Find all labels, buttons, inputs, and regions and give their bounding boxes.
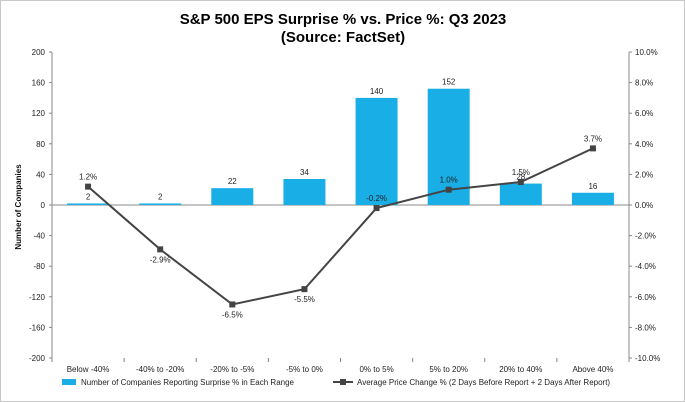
bar-value-label: 34 <box>300 168 309 177</box>
legend-line-marker <box>340 379 346 385</box>
line-value-label: 3.7% <box>584 134 602 143</box>
right-tick-label: -10.0% <box>635 354 660 363</box>
bar <box>571 192 614 205</box>
left-tick-label: 80 <box>36 140 45 149</box>
right-tick-label: -2.0% <box>635 232 656 241</box>
left-tick-label: 0 <box>41 201 46 210</box>
data-labels: 2 2223414015228161.2%-2.9%-6.5%-5.5%-0.2%… <box>79 78 602 320</box>
line-value-label: 1.2% <box>79 173 97 182</box>
left-tick-label: -200 <box>29 354 46 363</box>
left-tick-label: -120 <box>29 293 46 302</box>
right-tick-label: 10.0% <box>635 48 658 57</box>
bar <box>499 183 542 205</box>
price-change-marker <box>229 301 236 308</box>
right-tick-label: 6.0% <box>635 109 653 118</box>
bar <box>211 188 254 205</box>
line-value-label: -0.2% <box>366 194 387 203</box>
category-label: -20% to -5% <box>210 365 254 374</box>
line-value-label: 1.0% <box>440 176 458 185</box>
left-tick-label: -80 <box>33 262 45 271</box>
bar-value-label: 2 <box>86 192 91 201</box>
left-tick-label: 40 <box>36 170 45 179</box>
price-change-marker <box>85 183 92 190</box>
chart-title: S&P 500 EPS Surprise % vs. Price %: Q3 2… <box>180 11 507 28</box>
left-tick-label: 160 <box>32 79 46 88</box>
right-tick-label: -4.0% <box>635 262 656 271</box>
bar <box>283 178 326 205</box>
y-axis-label: Number of Companies <box>14 164 23 250</box>
right-tick-label: 0.0% <box>635 201 653 210</box>
legend-bar-swatch <box>62 379 76 385</box>
bar <box>67 203 110 205</box>
category-label: -5% to 0% <box>286 365 323 374</box>
right-tick-label: 4.0% <box>635 140 653 149</box>
bar-value-label: 140 <box>370 87 384 96</box>
right-tick-label: 2.0% <box>635 170 653 179</box>
right-tick-label: 8.0% <box>635 79 653 88</box>
chart-subtitle: (Source: FactSet) <box>281 29 405 46</box>
legend-line-label: Average Price Change % (2 Days Before Re… <box>357 378 610 387</box>
category-label: Above 40% <box>572 365 613 374</box>
bar-series <box>67 88 614 205</box>
price-change-marker <box>157 246 164 253</box>
price-change-marker <box>301 286 308 293</box>
bar-value-label: 16 <box>588 182 597 191</box>
category-label: 5% to 20% <box>429 365 468 374</box>
category-label: 20% to 40% <box>499 365 542 374</box>
legend: Number of Companies Reporting Surprise %… <box>62 378 610 387</box>
right-tick-label: -8.0% <box>635 323 656 332</box>
line-value-label: -6.5% <box>222 310 243 319</box>
left-tick-label: 120 <box>32 109 46 118</box>
left-tick-label: 200 <box>32 48 46 57</box>
left-tick-label: -40 <box>33 232 45 241</box>
bar <box>427 88 470 205</box>
legend-bar-label: Number of Companies Reporting Surprise %… <box>81 378 295 387</box>
price-change-marker <box>589 145 596 152</box>
line-series <box>85 145 596 308</box>
category-label: 0% to 5% <box>359 365 393 374</box>
line-value-label: -5.5% <box>294 295 315 304</box>
category-label: Below -40% <box>67 365 110 374</box>
bar <box>355 97 398 205</box>
price-change-marker <box>445 186 452 193</box>
line-value-label: -2.9% <box>150 255 171 264</box>
category-label: -40% to -20% <box>136 365 184 374</box>
right-tick-label: -6.0% <box>635 293 656 302</box>
line-value-label: 1.5% <box>512 168 530 177</box>
axes: 200 160 120 80 40 0 -40 -80 -120 -160 -200 10.0% 8.0… <box>29 48 660 374</box>
bar-value-label: 22 <box>228 177 237 186</box>
price-change-line <box>87 147 594 306</box>
bar-value-label: 2 <box>158 192 163 201</box>
left-tick-label: -160 <box>29 323 46 332</box>
bar-value-label: 28 <box>516 173 525 182</box>
price-change-marker <box>517 179 524 186</box>
price-change-marker <box>373 205 380 212</box>
bar-value-label: 152 <box>442 78 456 87</box>
bar <box>139 203 182 205</box>
